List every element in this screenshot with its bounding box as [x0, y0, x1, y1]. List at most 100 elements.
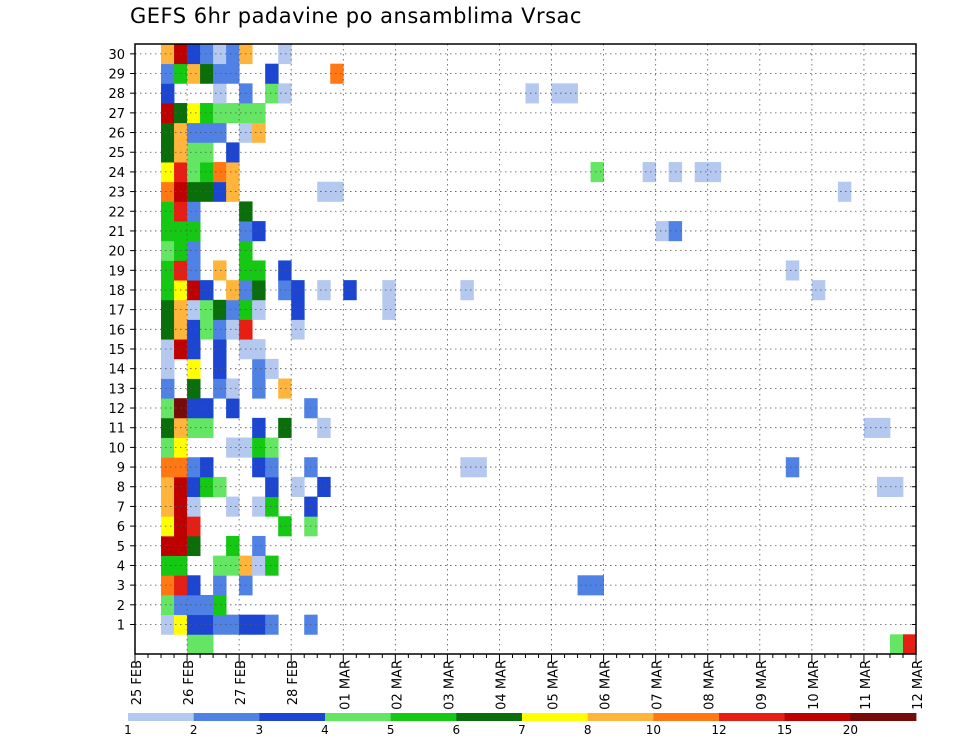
heatmap-cell — [252, 535, 266, 557]
legend-swatch — [128, 713, 195, 721]
heatmap-cell — [226, 319, 240, 340]
y-tick-label: 11 — [108, 422, 125, 437]
heatmap-cell — [265, 457, 279, 478]
heatmap-cell — [200, 476, 214, 497]
heatmap-cell — [187, 614, 201, 635]
color-legend: 1 2 3 4 5 6 7 8 10 12 15 20 — [124, 713, 917, 737]
heatmap-cell — [252, 555, 266, 576]
legend-swatch — [784, 713, 851, 721]
x-tick-label: 04 MAR — [494, 660, 509, 710]
heatmap-cell — [278, 417, 292, 438]
legend-label: 20 — [843, 723, 858, 737]
legend-label: 12 — [711, 723, 726, 737]
heatmap-cell — [187, 201, 201, 222]
heatmap-cell — [902, 634, 917, 655]
heatmap-cell — [187, 476, 201, 497]
heatmap-cell — [278, 83, 292, 104]
heatmap-cell — [187, 398, 201, 419]
y-tick-label: 9 — [117, 461, 125, 476]
heatmap-cell — [291, 319, 305, 340]
heatmap-cell — [252, 299, 266, 320]
legend-swatch — [325, 713, 392, 721]
heatmap-cell — [213, 122, 227, 143]
heatmap-cell — [187, 299, 201, 320]
x-tick-label: 07 MAR — [651, 660, 666, 710]
y-tick-label: 29 — [108, 68, 125, 83]
heatmap-cell — [265, 555, 279, 576]
y-tick-label: 1 — [117, 618, 125, 633]
x-tick-label: 03 MAR — [442, 660, 457, 710]
heatmap-cell — [200, 63, 214, 84]
x-tick-label: 06 MAR — [599, 660, 614, 710]
y-tick-label: 4 — [117, 559, 125, 574]
heatmap-cell — [213, 83, 227, 104]
heatmap-cell — [187, 319, 201, 340]
heatmap-cell — [213, 476, 227, 497]
x-tick-label: 25 FEB — [130, 660, 145, 705]
heatmap-cell — [213, 319, 227, 340]
heatmap-cell — [187, 457, 201, 478]
heatmap-cell — [785, 260, 800, 281]
x-tick-label: 12 MAR — [911, 660, 926, 710]
heatmap-cell — [252, 221, 266, 242]
heatmap-cell — [161, 437, 175, 458]
heatmap-cell — [226, 142, 240, 163]
heatmap-cell — [161, 280, 175, 301]
y-tick-label: 30 — [108, 48, 125, 63]
y-tick-label: 6 — [117, 520, 125, 535]
chart-title: GEFS 6hr padavine po ansamblima Vrsac — [130, 4, 582, 28]
heatmap-cell — [382, 299, 396, 320]
legend-label: 2 — [190, 723, 198, 737]
heatmap-cell — [187, 594, 201, 616]
heatmap-cell — [213, 299, 227, 320]
heatmap-cell — [317, 417, 331, 438]
y-tick-label: 15 — [108, 343, 125, 358]
heatmap-cell — [837, 181, 852, 202]
heatmap-cell — [161, 417, 175, 438]
heatmap-cell — [187, 535, 201, 557]
heatmap-cell — [161, 201, 175, 222]
heatmap-cell — [213, 575, 227, 596]
heatmap-cell — [161, 496, 175, 517]
heatmap-cell — [187, 358, 201, 379]
heatmap-cell — [889, 634, 904, 655]
heatmap-cell — [226, 299, 240, 320]
heatmap-cell — [226, 535, 240, 557]
heatmap-cell — [226, 398, 240, 419]
y-tick-label: 5 — [117, 540, 125, 555]
heatmap-cell — [187, 122, 201, 143]
heatmap-cell — [187, 63, 201, 84]
heatmap-cell — [330, 63, 344, 84]
legend-swatch — [850, 713, 917, 721]
heatmap-cell — [213, 260, 227, 281]
heatmap-cell — [200, 103, 214, 124]
heatmap-cell — [187, 496, 201, 517]
y-tick-label: 18 — [108, 284, 125, 299]
heatmap-cell — [161, 358, 175, 379]
legend-label: 1 — [124, 723, 132, 737]
heatmap-cell — [252, 437, 266, 458]
heatmap-cell — [707, 162, 722, 183]
heatmap-cell — [876, 476, 891, 497]
gridlines — [135, 44, 916, 654]
y-tick-label: 16 — [108, 323, 125, 338]
x-tick-label: 08 MAR — [703, 660, 718, 710]
y-tick-label: 13 — [108, 382, 125, 397]
heatmap-cell — [291, 280, 305, 301]
heatmap-cell — [187, 634, 201, 655]
heatmap-cell — [252, 496, 266, 517]
heatmap-cell — [200, 319, 214, 340]
heatmap-cell — [226, 437, 240, 458]
heatmap-cell — [187, 162, 201, 183]
heatmap-cell — [226, 614, 240, 635]
heatmap-cell — [226, 181, 240, 202]
heatmap-cell — [161, 378, 175, 399]
heatmap-cell — [161, 260, 175, 281]
heatmap-cell — [317, 181, 331, 202]
heatmap-cell — [187, 142, 201, 163]
heatmap-cell — [161, 142, 175, 163]
heatmap-cell — [265, 614, 279, 635]
heatmap-cell — [252, 358, 266, 379]
heatmap-cell — [317, 280, 331, 301]
heatmap-cell — [161, 162, 175, 183]
